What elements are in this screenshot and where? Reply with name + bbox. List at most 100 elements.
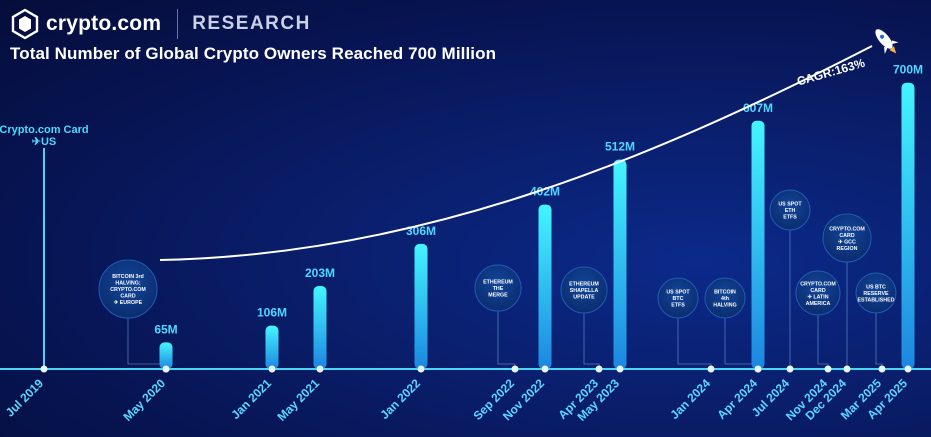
event-label: AMERICA xyxy=(806,301,831,307)
timeline-dot xyxy=(878,365,886,373)
event-bubble xyxy=(822,213,872,263)
event-label: ETFS xyxy=(671,303,685,309)
cagr-label: CAGR:163% xyxy=(795,56,866,89)
event-connector xyxy=(583,313,600,369)
event-connector xyxy=(875,313,883,369)
event-label: ETHEREUM xyxy=(569,282,599,288)
bar xyxy=(751,120,765,369)
chart-title: Total Number of Global Crypto Owners Rea… xyxy=(10,44,497,63)
date-label: May 2020 xyxy=(120,376,168,424)
rocket-icon xyxy=(875,29,899,54)
header-divider xyxy=(177,9,179,39)
header: crypto.com RESEARCH xyxy=(10,8,311,40)
event-label: BITCOIN 3rd xyxy=(112,274,144,280)
event-annotation: Crypto.com Card✈US xyxy=(0,124,89,373)
event-label: MERGE xyxy=(488,293,508,299)
bar xyxy=(613,159,627,369)
timeline-dot xyxy=(541,365,549,373)
timeline-dot xyxy=(316,365,324,373)
event-label: CARD xyxy=(839,233,854,239)
bar xyxy=(901,82,915,369)
bar-value-label: 607M xyxy=(743,101,773,115)
timeline-dot xyxy=(162,365,170,373)
bar-value-label: 203M xyxy=(305,266,335,280)
event-label: ✈ EUROPE xyxy=(114,300,143,306)
bar xyxy=(265,325,279,369)
event-label: ESTABLISHED xyxy=(858,298,895,304)
event-label: ETHEREUM xyxy=(483,280,513,286)
date-label: Jan 2021 xyxy=(228,376,274,422)
lion-shield-icon xyxy=(11,8,39,40)
event-label: CARD xyxy=(810,288,825,294)
event-label: US BTC xyxy=(866,285,886,291)
event-label: 4th xyxy=(721,296,729,302)
timeline-dot xyxy=(595,365,603,373)
date-label: Jan 2022 xyxy=(377,376,423,422)
timeline-dot xyxy=(511,365,519,373)
timeline-dot xyxy=(40,365,48,373)
brand-name: crypto.com xyxy=(46,12,162,35)
bar-value-label: 512M xyxy=(605,140,635,154)
event-label: RESERVE xyxy=(863,291,889,297)
bar-value-label: 106M xyxy=(257,306,287,320)
event-label: Crypto.com Card xyxy=(0,124,89,136)
event-label: ETH xyxy=(785,208,796,214)
event-label: ✈US xyxy=(32,136,57,148)
timeline-dot xyxy=(707,365,715,373)
event-label: CRYPTO.COM xyxy=(110,287,146,293)
event-label: BTC xyxy=(673,296,684,302)
timeline-dot xyxy=(417,365,425,373)
rocket-window xyxy=(880,34,885,39)
event-label: ✈ GCC xyxy=(838,239,856,245)
event-label: SHAPELLA xyxy=(570,288,599,294)
timeline-dot xyxy=(616,365,624,373)
event-bubble xyxy=(704,277,746,319)
date-label: Jul 2019 xyxy=(3,376,47,420)
timeline-dot xyxy=(268,365,276,373)
timeline-dot xyxy=(786,365,794,373)
event-bubble xyxy=(98,259,158,319)
event-bubble xyxy=(855,272,897,314)
bar xyxy=(414,243,428,369)
event-label: BITCOIN xyxy=(714,290,736,296)
bar xyxy=(159,342,173,369)
timeline-dot xyxy=(904,365,912,373)
event-connector xyxy=(677,318,712,369)
date-label: Jan 2024 xyxy=(667,376,713,422)
event-label: HALVING xyxy=(713,303,736,309)
event-connector xyxy=(497,311,516,369)
cagr-trend-line xyxy=(159,45,873,261)
bar-value-label: 65M xyxy=(154,322,177,336)
event-connector xyxy=(817,315,829,369)
bar xyxy=(313,285,327,369)
bar-value-label: 402M xyxy=(530,185,560,199)
event-bubble xyxy=(474,264,522,312)
rocket-flame xyxy=(889,46,897,54)
rocket-body xyxy=(875,29,893,49)
event-label: CARD xyxy=(120,294,135,300)
crypto-com-logo[interactable]: crypto.com xyxy=(10,8,161,40)
timeline-dot xyxy=(824,365,832,373)
event-label: REGION xyxy=(837,246,858,252)
timeline-dot xyxy=(754,365,762,373)
date-label: May 2021 xyxy=(274,376,322,424)
event-bubble xyxy=(795,270,841,316)
event-label: CRYPTO.COM xyxy=(829,226,865,232)
timeline-dot xyxy=(843,365,851,373)
section-label: RESEARCH xyxy=(192,13,311,34)
event-label: HALVING; xyxy=(115,281,140,287)
event-bubble xyxy=(657,277,699,319)
event-label: ETFS xyxy=(783,215,797,221)
event-label: US SPOT xyxy=(666,290,690,296)
event-label: UPDATE xyxy=(573,295,595,301)
